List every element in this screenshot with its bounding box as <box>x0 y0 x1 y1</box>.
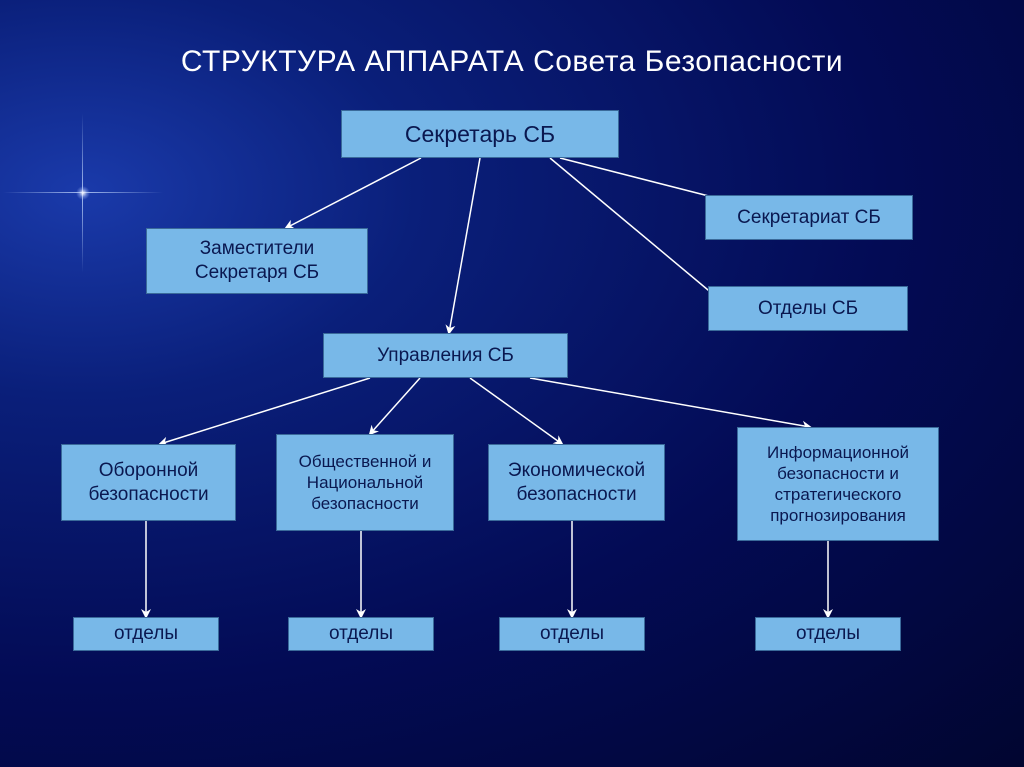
node-info: Информационной безопасности и стратегиче… <box>737 427 939 541</box>
edge-secretary-departments <box>550 158 720 300</box>
edge-secretary-management <box>449 158 480 333</box>
node-economic: Экономической безопасности <box>488 444 665 521</box>
node-management: Управления СБ <box>323 333 568 378</box>
edge-management-public <box>370 378 420 434</box>
node-dept4: отделы <box>755 617 901 651</box>
node-deputies: Заместители Секретаря СБ <box>146 228 368 294</box>
edge-secretary-deputies <box>286 158 421 228</box>
node-secretary: Секретарь СБ <box>341 110 619 158</box>
node-secretariat: Секретариат СБ <box>705 195 913 240</box>
node-departments: Отделы СБ <box>708 286 908 331</box>
edge-management-economic <box>470 378 562 444</box>
edge-management-info <box>530 378 810 427</box>
node-dept2: отделы <box>288 617 434 651</box>
decorative-star-core <box>76 186 90 200</box>
node-defense: Оборонной безопасности <box>61 444 236 521</box>
node-public: Общественной и Национальной безопасности <box>276 434 454 531</box>
slide-title: СТРУКТУРА АППАРАТА Совета Безопасности <box>0 45 1024 79</box>
node-dept1: отделы <box>73 617 219 651</box>
node-dept3: отделы <box>499 617 645 651</box>
